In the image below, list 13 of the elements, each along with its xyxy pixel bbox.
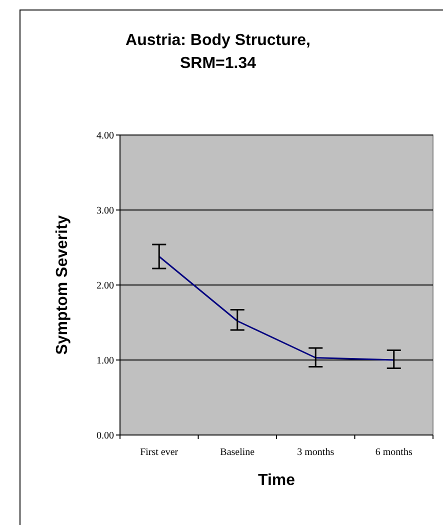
x-tick-label: 6 months xyxy=(375,447,412,458)
x-tick-label: First ever xyxy=(140,447,179,458)
y-tick-label: 4.00 xyxy=(96,130,114,142)
y-axis-title: Symptom Severity xyxy=(54,215,71,355)
x-tick-label: Baseline xyxy=(220,447,256,458)
x-axis-title: Time xyxy=(258,472,296,489)
y-tick-label: 2.00 xyxy=(96,280,114,292)
chart-title: Austria: Body Structure, SRM=1.34 xyxy=(126,32,310,72)
line-series xyxy=(158,256,395,361)
y-tick-label: 1.00 xyxy=(96,356,114,366)
y-tick-label: 3.00 xyxy=(96,206,114,216)
x-tick-label: 3 months xyxy=(297,447,334,458)
y-tick-label: 0.00 xyxy=(96,430,114,442)
